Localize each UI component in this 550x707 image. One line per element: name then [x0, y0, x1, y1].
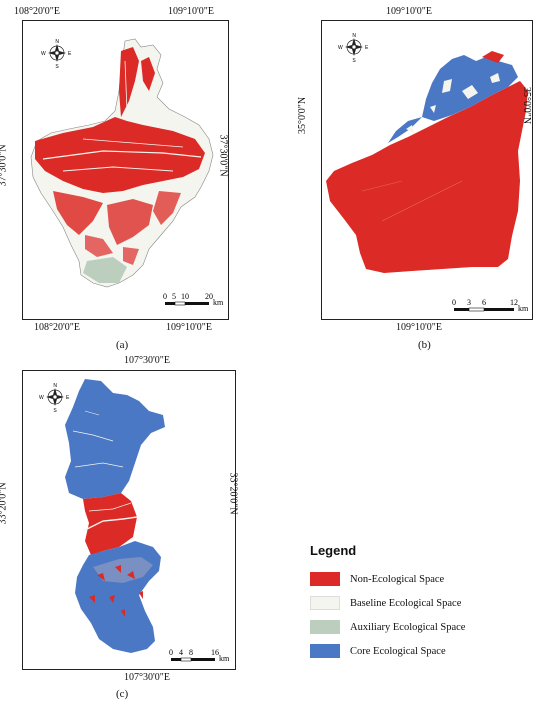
panel-c-top-lon: 107°30'0"E	[124, 355, 170, 366]
compass-icon: N S E W	[39, 383, 70, 414]
legend-swatch	[310, 596, 340, 610]
svg-text:12: 12	[510, 298, 518, 307]
legend-item-core: Core Ecological Space	[310, 644, 446, 658]
svg-text:3: 3	[467, 298, 471, 307]
svg-text:N: N	[352, 33, 356, 39]
svg-text:W: W	[338, 45, 343, 51]
svg-text:N: N	[53, 383, 57, 389]
svg-text:S: S	[55, 64, 59, 70]
compass-icon: N S E W	[338, 33, 369, 64]
svg-text:E: E	[66, 395, 70, 401]
panel-a-top-lon: 109°10'0"E	[168, 6, 214, 17]
panel-a-top-lon-left: 108°20'0"E	[14, 6, 60, 17]
svg-text:E: E	[68, 51, 72, 57]
panel-c-bottom-lon: 107°30'0"E	[124, 672, 170, 683]
panel-c-label: (c)	[116, 688, 129, 700]
svg-text:10: 10	[181, 292, 189, 301]
svg-text:km: km	[518, 304, 529, 313]
legend-item-auxiliary: Auxiliary Ecological Space	[310, 620, 465, 634]
svg-text:4: 4	[179, 648, 183, 657]
svg-text:W: W	[41, 51, 46, 57]
legend-swatch	[310, 644, 340, 658]
panel-b-bottom-lon: 109°10'0"E	[396, 322, 442, 333]
svg-text:20: 20	[205, 292, 213, 301]
svg-text:N: N	[55, 39, 59, 45]
legend-label: Core Ecological Space	[350, 645, 446, 657]
legend-item-baseline: Baseline Ecological Space	[310, 596, 461, 610]
compass-icon: N S E W	[41, 39, 72, 70]
map-panel-a: N S E W 0 5 10 20 km	[22, 20, 229, 320]
svg-text:0: 0	[169, 648, 173, 657]
svg-text:km: km	[219, 654, 230, 663]
svg-text:6: 6	[482, 298, 486, 307]
svg-text:E: E	[365, 45, 369, 51]
panel-a-right-lat: 37°30'0"N	[217, 134, 229, 177]
svg-text:5: 5	[172, 292, 176, 301]
panel-b-right-lat: 35°0'0"N	[521, 86, 533, 125]
scale-bar-b: 0 3 6 12 km	[452, 298, 529, 313]
map-c-region: N S E W 0 4 8 16 km	[39, 379, 230, 663]
svg-text:W: W	[39, 395, 44, 401]
panel-c-left-lat: 33°20'0"N	[0, 482, 9, 525]
panel-b-top-lon: 109°10'0"E	[386, 6, 432, 17]
legend-title: Legend	[310, 543, 357, 558]
legend-item-non-ecological: Non-Ecological Space	[310, 572, 444, 586]
map-panel-c: N S E W 0 4 8 16 km	[22, 370, 236, 670]
panel-b-left-lat: 35°0'0"N	[297, 96, 309, 135]
svg-text:0: 0	[452, 298, 456, 307]
legend-label: Baseline Ecological Space	[350, 597, 462, 609]
legend-swatch	[310, 620, 340, 634]
svg-text:km: km	[213, 298, 224, 307]
legend-label: Non-Ecological Space	[350, 573, 445, 585]
panel-a-bottom-lon-left: 108°20'0"E	[34, 322, 80, 333]
legend-swatch	[310, 572, 340, 586]
scale-bar-a: 0 5 10 20 km	[163, 292, 224, 307]
map-a-region: N S E W 0 5 10 20 km	[30, 38, 224, 307]
panel-a-left-lat: 37°30'0"N	[0, 144, 9, 187]
legend-label: Auxiliary Ecological Space	[350, 621, 466, 633]
map-panel-b: N S E W 0 3 6 12 km	[321, 20, 533, 320]
panel-c-right-lat: 33°20'0"N	[227, 472, 239, 515]
panel-a-label: (a)	[116, 339, 129, 351]
svg-text:16: 16	[211, 648, 219, 657]
panel-b-label: (b)	[418, 339, 431, 351]
panel-a-bottom-lon-right: 109°10'0"E	[166, 322, 212, 333]
map-b-region: N S E W 0 3 6 12 km	[326, 33, 529, 313]
svg-text:0: 0	[163, 292, 167, 301]
svg-text:S: S	[352, 58, 356, 64]
scale-bar-c: 0 4 8 16 km	[169, 648, 230, 663]
svg-text:8: 8	[189, 648, 193, 657]
svg-text:S: S	[53, 408, 57, 414]
